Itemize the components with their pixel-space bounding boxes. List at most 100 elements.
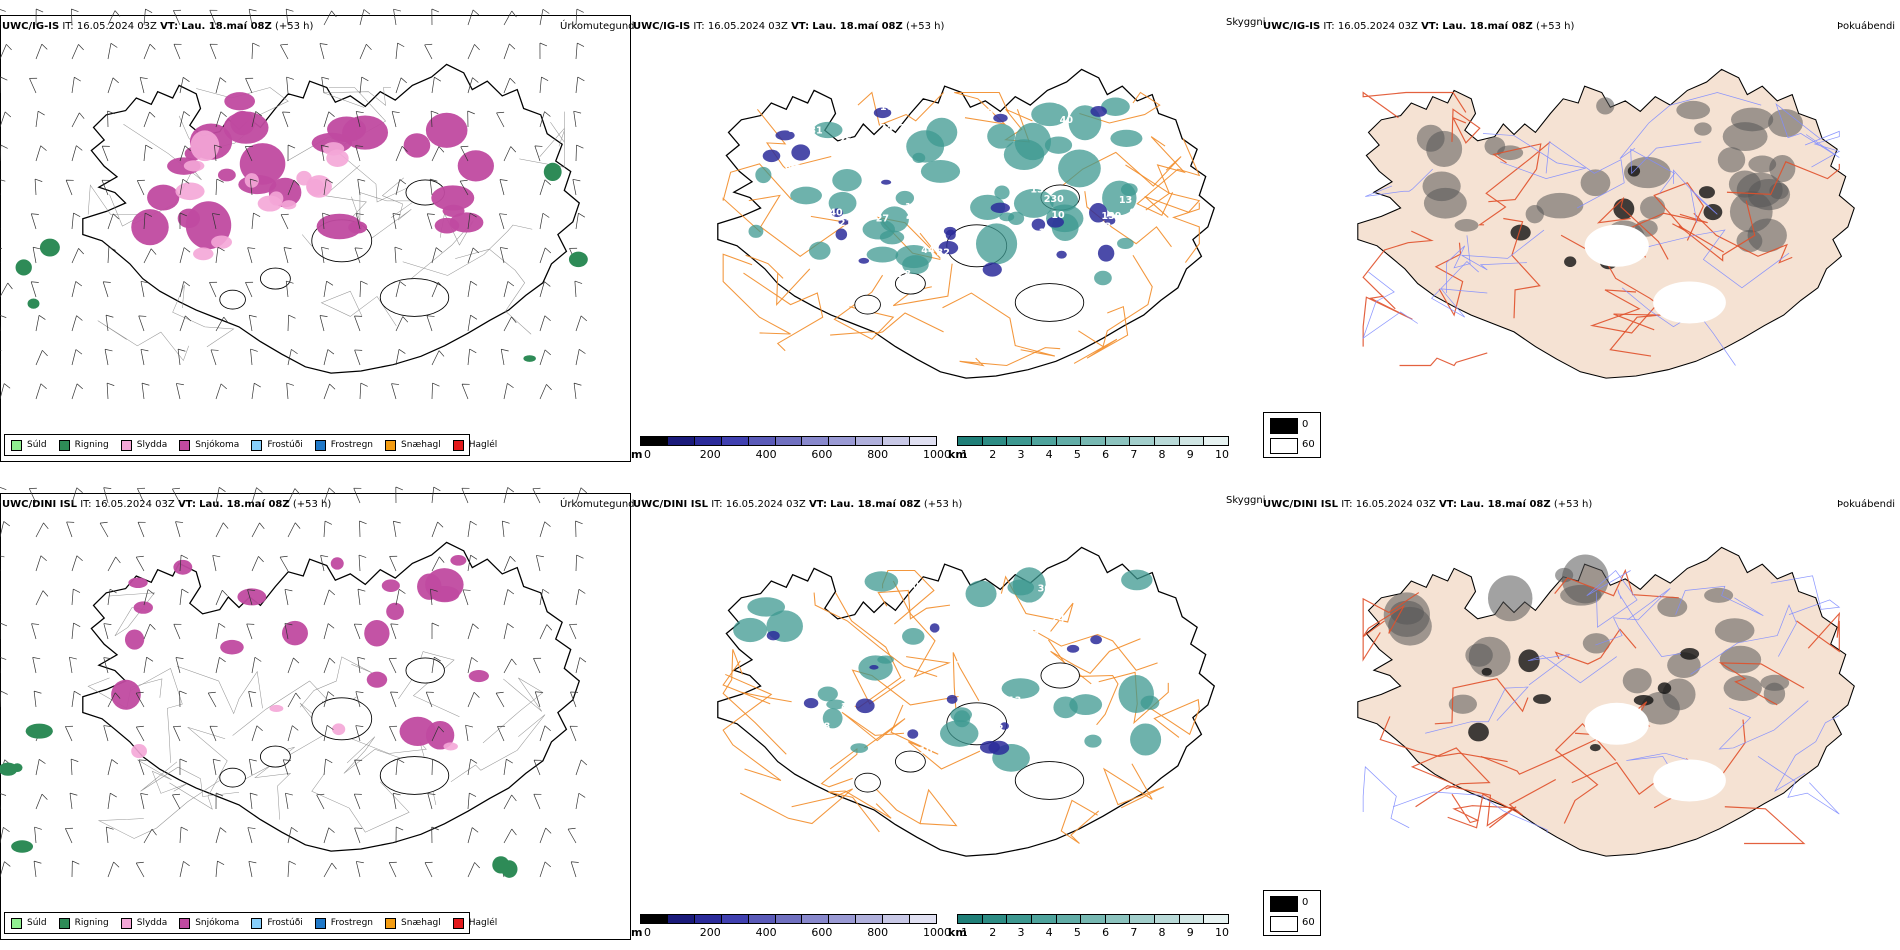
wind-barb: [499, 213, 508, 230]
wind-barb: [179, 247, 191, 264]
road-line: [1145, 136, 1186, 211]
wind-barb: [539, 315, 551, 332]
snow-area: [425, 112, 468, 148]
sleet-area: [211, 235, 232, 249]
road-line: [450, 714, 546, 783]
legend-swatch: [385, 439, 397, 451]
visibility-area: [1110, 129, 1143, 147]
road-line: [1362, 91, 1467, 119]
lead-time: (+53 h): [292, 499, 332, 510]
wind-barb: [143, 144, 153, 162]
wind-barb: [65, 827, 73, 844]
wind-barb: [319, 315, 328, 332]
road-line: [1362, 295, 1413, 347]
it-value: 16.05.2024 03Z: [76, 21, 157, 32]
wind-barb: [575, 657, 587, 674]
legend-label: Rigning: [74, 440, 109, 450]
colorbar-step: [641, 437, 668, 445]
visibility-area: [1094, 270, 1112, 286]
fog-map: [1357, 68, 1855, 379]
visibility-value-label: 148: [955, 654, 975, 665]
wind-barb: [539, 179, 551, 196]
wind-barb: [246, 623, 255, 640]
road-line: [1079, 91, 1161, 124]
colorbar-tick: 7: [1130, 448, 1138, 461]
wind-barb: [355, 213, 364, 230]
colorbar-step: [775, 915, 803, 923]
wind-barb: [32, 657, 41, 674]
colorbar-tick: 5: [1073, 926, 1081, 939]
visibility-area: [940, 720, 979, 747]
wind-barb: [353, 623, 362, 640]
precip-map: [0, 8, 588, 400]
wind-barb: [32, 246, 41, 264]
wind-barb: [71, 555, 83, 572]
legend-item: Frostregn: [314, 439, 373, 451]
wind-barb: [431, 656, 441, 674]
colorbar-step: [1155, 915, 1180, 923]
road-line: [1589, 289, 1662, 334]
visibility-area: [733, 617, 768, 643]
colorbar-tick: 800: [867, 448, 889, 461]
wind-barb: [570, 691, 579, 708]
fog-area: [1694, 122, 1712, 136]
wind-barb: [430, 588, 438, 606]
road-line: [1617, 589, 1682, 658]
colorbar-step: [1105, 437, 1131, 445]
wind-barb: [283, 247, 292, 264]
road-line: [841, 711, 906, 749]
wind-barb: [244, 145, 253, 162]
snow-area: [124, 629, 145, 650]
wind-barb: [172, 793, 181, 810]
wind-barb: [0, 76, 8, 94]
colorbar-tick: 9: [1186, 926, 1194, 939]
wind-barb: [467, 691, 480, 708]
low-cloud-area: [791, 144, 811, 161]
wind-barb: [280, 213, 289, 230]
road-line: [877, 589, 951, 620]
road-line: [1693, 212, 1793, 264]
glacier-outline: [894, 750, 926, 773]
wind-barb: [467, 77, 479, 94]
low-cloud-area: [1090, 635, 1102, 645]
visibility-value-label: 26: [974, 172, 988, 183]
low-cloud-area: [1056, 250, 1067, 259]
wind-barb: [285, 8, 294, 26]
wind-barb: [35, 590, 49, 606]
vis-title: Skyggni: [1226, 17, 1266, 28]
legend-item: Snæhagl: [385, 439, 441, 451]
fog-area: [1657, 596, 1688, 618]
road-line: [1595, 588, 1671, 646]
wind-barb: [431, 247, 443, 264]
road-line: [942, 292, 1055, 357]
wind-barb: [179, 826, 189, 844]
wind-barb: [143, 111, 156, 128]
wind-barb: [0, 383, 11, 400]
wind-barb: [426, 213, 435, 230]
road-line: [1451, 108, 1481, 144]
visibility-value-label: 32: [937, 248, 950, 259]
low-cloud-area: [907, 729, 919, 739]
wind-barb: [176, 383, 184, 400]
wind-barb: [431, 826, 439, 844]
wind-barb: [395, 758, 405, 776]
visibility-area: [850, 743, 869, 753]
snow-area: [316, 213, 363, 240]
fog-area: [1640, 196, 1666, 220]
low-cloud-area: [990, 202, 1010, 214]
vt-label: VT:: [791, 21, 810, 32]
visibility-area: [994, 185, 1010, 200]
wind-barb: [135, 861, 145, 878]
wind-barb: [495, 691, 505, 708]
road-line: [482, 677, 544, 744]
wind-barb: [286, 76, 294, 94]
wind-barb: [35, 383, 47, 400]
wind-barb: [503, 281, 515, 298]
colorbar-step: [802, 915, 830, 923]
wind-barb: [105, 826, 114, 844]
wind-barb: [143, 8, 153, 26]
wind-barb: [143, 589, 155, 606]
wind-barb: [287, 179, 300, 196]
wind-barb: [35, 43, 48, 60]
wind-barb: [390, 623, 399, 640]
